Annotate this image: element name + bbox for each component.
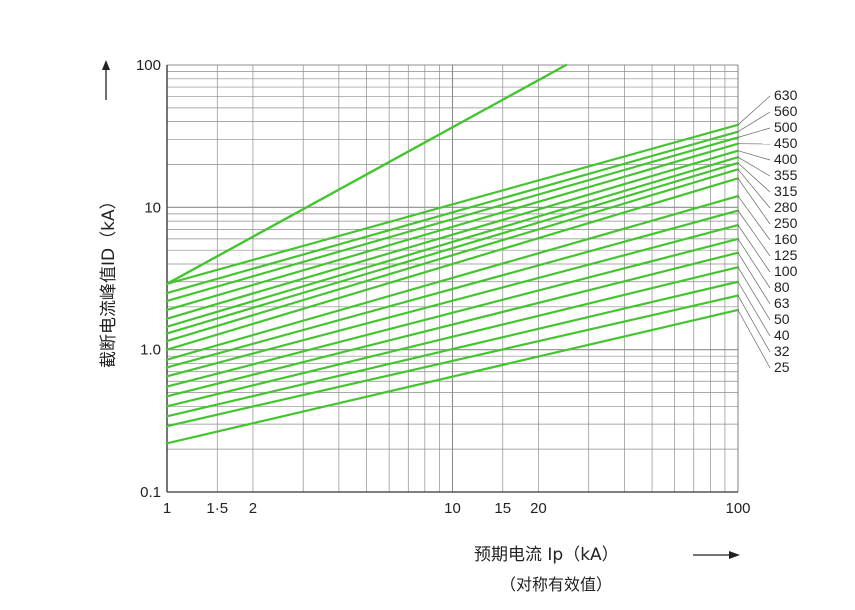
- rating-label-80: 80: [774, 279, 790, 295]
- leader-line-63: [737, 252, 771, 305]
- x-axis-title: 预期电流 Ip（kA）: [474, 545, 619, 565]
- series-line-63: [165, 251, 740, 398]
- leader-line-250: [737, 178, 771, 225]
- series-line-450: [165, 142, 740, 312]
- cutoff-curves: [165, 63, 740, 445]
- x-tick-label: 100: [725, 500, 750, 517]
- leader-line-80: [737, 238, 771, 289]
- leader-line-50: [737, 266, 771, 321]
- series-line-280: [165, 168, 740, 343]
- y-tick-label: 100: [136, 57, 161, 74]
- leader-line-160: [737, 195, 771, 241]
- series-line-355: [165, 156, 740, 328]
- rating-label-50: 50: [774, 311, 790, 327]
- rating-label-400: 400: [774, 151, 798, 167]
- leader-line-400: [737, 150, 771, 161]
- leader-line-32: [737, 295, 771, 353]
- rating-label-355: 355: [774, 167, 798, 183]
- series-line-500: [165, 136, 740, 303]
- y-tick-label: 10: [144, 199, 161, 216]
- rating-label-630: 630: [774, 87, 798, 103]
- series-line-315: [165, 161, 740, 335]
- leader-line-40: [737, 281, 771, 337]
- rating-label-100: 100: [774, 263, 798, 279]
- series-line-630: [165, 123, 740, 285]
- series-line-50: [165, 266, 740, 408]
- rating-label-32: 32: [774, 343, 790, 359]
- series-line-400: [165, 149, 740, 320]
- rating-label-500: 500: [774, 119, 798, 135]
- x-axis-arrowhead: [729, 551, 740, 559]
- rating-label-250: 250: [774, 215, 798, 231]
- rating-label-560: 560: [774, 103, 798, 119]
- series-line-160: [165, 194, 740, 361]
- x-tick-label: 1: [163, 500, 171, 517]
- rating-label-280: 280: [774, 199, 798, 215]
- leader-line-630: [737, 95, 771, 126]
- rating-label-40: 40: [774, 327, 790, 343]
- leader-line-280: [737, 169, 771, 209]
- y-axis-title-group: 截断电流峰值ID（kA）: [99, 60, 119, 368]
- leader-line-560: [737, 111, 771, 132]
- y-axis-arrowhead: [102, 60, 110, 70]
- series-line-560: [165, 130, 740, 295]
- y-tick-label: 0.1: [140, 484, 161, 501]
- x-axis-subtitle: （对称有效值）: [500, 575, 612, 594]
- rating-label-450: 450: [774, 135, 798, 151]
- leader-line-315: [737, 162, 771, 193]
- rating-label-25: 25: [774, 359, 790, 375]
- x-tick-label: 1·5: [206, 500, 228, 517]
- x-tick-label: 20: [530, 500, 547, 517]
- envelope-line: [165, 63, 568, 286]
- x-axis-title-group: 预期电流 Ip（kA） （对称有效值）: [474, 545, 740, 594]
- rating-label-125: 125: [774, 247, 798, 263]
- series-line-80: [165, 237, 740, 388]
- leader-line-100: [737, 224, 771, 273]
- rating-label-315: 315: [774, 183, 798, 199]
- leader-line-25: [737, 309, 771, 369]
- x-tick-label: 2: [249, 500, 257, 517]
- series-line-40: [165, 280, 740, 418]
- leader-line-125: [737, 210, 771, 257]
- series-line-25: [165, 308, 740, 445]
- leader-line-355: [737, 156, 771, 177]
- rating-label-160: 160: [774, 231, 798, 247]
- tick-labels: 1 1·5 2 10 15 20 100 0.1 1.0 10 100: [136, 57, 751, 517]
- x-tick-label: 10: [444, 500, 461, 517]
- y-tick-label: 1.0: [140, 342, 161, 359]
- x-tick-label: 15: [494, 500, 511, 517]
- series-line-32: [165, 294, 740, 428]
- series-line-250: [165, 177, 740, 351]
- leader-line-500: [737, 127, 771, 138]
- series-line-125: [165, 209, 740, 369]
- series-line-100: [165, 224, 740, 378]
- rating-labels: 6305605004504003553152802501601251008063…: [774, 87, 798, 375]
- rating-label-63: 63: [774, 295, 790, 311]
- rating-leaders: [737, 95, 771, 369]
- y-axis-title: 截断电流峰值ID（kA）: [99, 192, 119, 368]
